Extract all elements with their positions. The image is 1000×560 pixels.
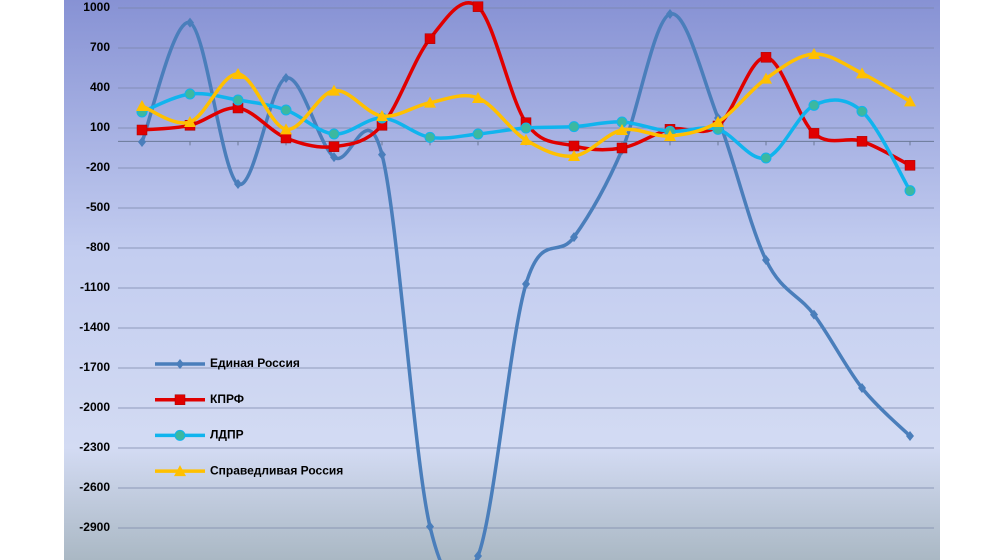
marker — [474, 551, 482, 560]
marker — [472, 1, 484, 12]
marker — [520, 122, 532, 134]
marker — [904, 160, 916, 171]
marker — [378, 149, 386, 160]
marker — [282, 73, 290, 83]
marker — [666, 9, 674, 19]
marker — [330, 152, 338, 163]
marker — [280, 132, 292, 144]
y-tick-label: -1400 — [79, 320, 110, 334]
y-tick-label: -2300 — [79, 440, 110, 454]
marker — [280, 104, 292, 116]
marker — [760, 52, 772, 63]
series-line — [141, 91, 912, 192]
marker — [856, 105, 868, 117]
legend-label: ЛДПР — [210, 428, 244, 442]
marker — [234, 179, 242, 189]
marker — [136, 124, 148, 136]
y-tick-label: 1000 — [83, 0, 110, 14]
marker — [570, 232, 578, 243]
marker — [906, 431, 914, 441]
marker — [138, 137, 146, 147]
y-tick-label: -800 — [86, 240, 110, 254]
series-line — [141, 52, 911, 158]
marker — [808, 128, 820, 139]
legend-marker — [174, 465, 186, 477]
y-tick-label: -1100 — [80, 280, 110, 294]
y-tick-label: -2900 — [79, 520, 110, 534]
marker — [424, 96, 436, 108]
marker — [904, 185, 916, 197]
y-tick-label: -2600 — [79, 480, 110, 494]
marker — [904, 95, 916, 107]
y-tick-label: -500 — [86, 200, 110, 214]
marker — [762, 255, 770, 265]
marker — [426, 521, 434, 532]
marker — [280, 123, 292, 135]
y-tick-label: -200 — [86, 160, 110, 174]
marker — [232, 68, 244, 79]
plot-background — [64, 0, 940, 560]
marker — [472, 128, 484, 140]
marker — [472, 92, 484, 103]
y-tick-label: 100 — [90, 120, 110, 134]
marker — [664, 130, 676, 141]
marker — [232, 94, 244, 106]
marker — [328, 128, 340, 140]
marker — [328, 141, 340, 152]
marker — [616, 142, 628, 154]
legend-marker — [176, 359, 184, 369]
marker — [712, 116, 724, 127]
marker — [328, 84, 340, 96]
marker — [520, 134, 532, 145]
marker — [568, 150, 580, 161]
y-tick-label: -2000 — [79, 400, 110, 414]
marker — [810, 309, 818, 320]
marker — [522, 279, 530, 289]
series-line — [140, 12, 912, 560]
legend-label: Единая Россия — [210, 356, 300, 370]
legend-label: Справедливая Россия — [210, 463, 343, 477]
marker — [808, 99, 820, 111]
marker — [376, 110, 388, 121]
marker — [856, 136, 868, 147]
marker — [760, 152, 772, 164]
legend-marker — [174, 429, 186, 441]
marker — [856, 67, 868, 79]
marker — [808, 48, 820, 59]
marker — [184, 88, 196, 100]
marker — [858, 383, 866, 393]
marker — [568, 140, 580, 152]
marker — [568, 121, 580, 133]
marker — [186, 17, 194, 28]
legend-marker — [174, 394, 186, 405]
y-tick-label: 400 — [90, 80, 110, 94]
y-tick-label: 700 — [90, 40, 110, 54]
marker — [136, 100, 148, 111]
marker — [616, 124, 628, 135]
y-tick-label: -1700 — [79, 360, 110, 374]
marker — [424, 131, 436, 143]
marker — [424, 33, 436, 44]
marker — [760, 72, 772, 84]
legend-label: КПРФ — [210, 392, 244, 406]
marker — [184, 116, 196, 127]
